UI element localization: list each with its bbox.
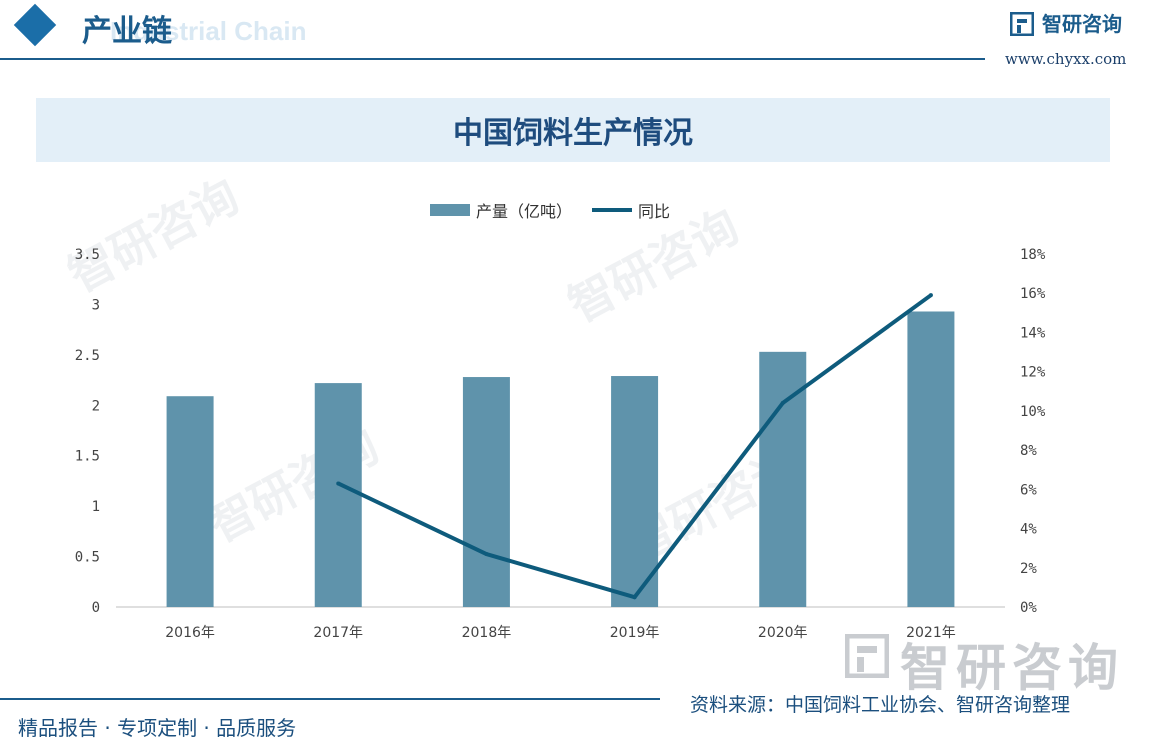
yoy-point: [780, 401, 785, 406]
chart-legend: 产量（亿吨） 同比: [430, 198, 670, 222]
legend-item-output: 产量（亿吨）: [430, 198, 572, 222]
bar: [611, 376, 659, 607]
y2-tick-label: 16%: [1020, 286, 1046, 302]
x-tick-label: 2021年: [906, 625, 956, 641]
section-title: 产业链: [82, 14, 172, 49]
y2-tick-label: 12%: [1020, 365, 1046, 381]
site-url[interactable]: www.chyxx.com: [1005, 50, 1127, 68]
footer-slogan: 精品报告 · 专项定制 · 品质服务: [18, 716, 297, 740]
yoy-point: [632, 595, 637, 600]
chart-title: 中国饲料生产情况: [453, 116, 693, 151]
y-tick-label: 3.5: [75, 247, 100, 263]
y-tick-label: 1.5: [75, 449, 100, 465]
brand-logo-icon: [1010, 12, 1034, 36]
y2-tick-label: 2%: [1020, 561, 1037, 577]
x-tick-label: 2020年: [758, 625, 808, 641]
legend-label-yoy: 同比: [638, 202, 671, 221]
y-tick-label: 3: [92, 297, 100, 313]
legend-label-output: 产量（亿吨）: [476, 202, 573, 221]
header: Industrial Chain 产业链 智研咨询 www.chyxx.com: [0, 0, 1165, 68]
bar: [907, 311, 955, 607]
watermark-brand: 智研咨询: [900, 639, 1124, 697]
legend-line-swatch: [592, 208, 633, 212]
brand-name: 智研咨询: [1042, 12, 1122, 36]
legend-bar-swatch: [430, 204, 470, 216]
y2-tick-label: 14%: [1020, 325, 1046, 341]
yoy-point: [336, 481, 341, 486]
watermark-logo-icon: [845, 634, 889, 678]
source-note: 资料来源：中国饲料工业协会、智研咨询整理: [690, 694, 1071, 716]
x-tick-label: 2017年: [313, 625, 363, 641]
chart-title-banner: 中国饲料生产情况: [36, 98, 1110, 162]
y2-tick-label: 18%: [1020, 247, 1046, 263]
y-tick-label: 0: [92, 600, 100, 616]
y2-tick-label: 8%: [1020, 443, 1037, 459]
y-tick-label: 2.5: [75, 348, 100, 364]
chart-area: 0 0.5 1 1.5 2 2.5 3 3.5 0% 2% 4% 6% 8% 10% 12% 14% 16% 18…: [75, 247, 1046, 641]
y-tick-label: 0.5: [75, 550, 100, 566]
bar: [314, 383, 362, 607]
yoy-point: [484, 552, 489, 557]
bar: [759, 351, 807, 607]
y2-tick-label: 6%: [1020, 482, 1037, 498]
footer-divider: [0, 698, 660, 700]
header-divider: [0, 58, 985, 60]
x-tick-label: 2019年: [610, 625, 660, 641]
bar: [166, 396, 214, 607]
x-tick-label: 2016年: [165, 625, 215, 641]
y2-tick-label: 4%: [1020, 522, 1037, 538]
y-tick-label: 2: [92, 398, 100, 414]
yoy-point: [928, 293, 933, 298]
legend-item-yoy: 同比: [592, 198, 670, 222]
diamond-icon: [13, 3, 57, 47]
y-tick-label: 1: [92, 499, 100, 515]
section-subtitle: Industrial Chain: [110, 16, 307, 46]
bar: [462, 377, 510, 607]
y2-tick-label: 10%: [1020, 404, 1046, 420]
x-tick-label: 2018年: [462, 625, 512, 641]
y2-tick-label: 0%: [1020, 600, 1037, 616]
